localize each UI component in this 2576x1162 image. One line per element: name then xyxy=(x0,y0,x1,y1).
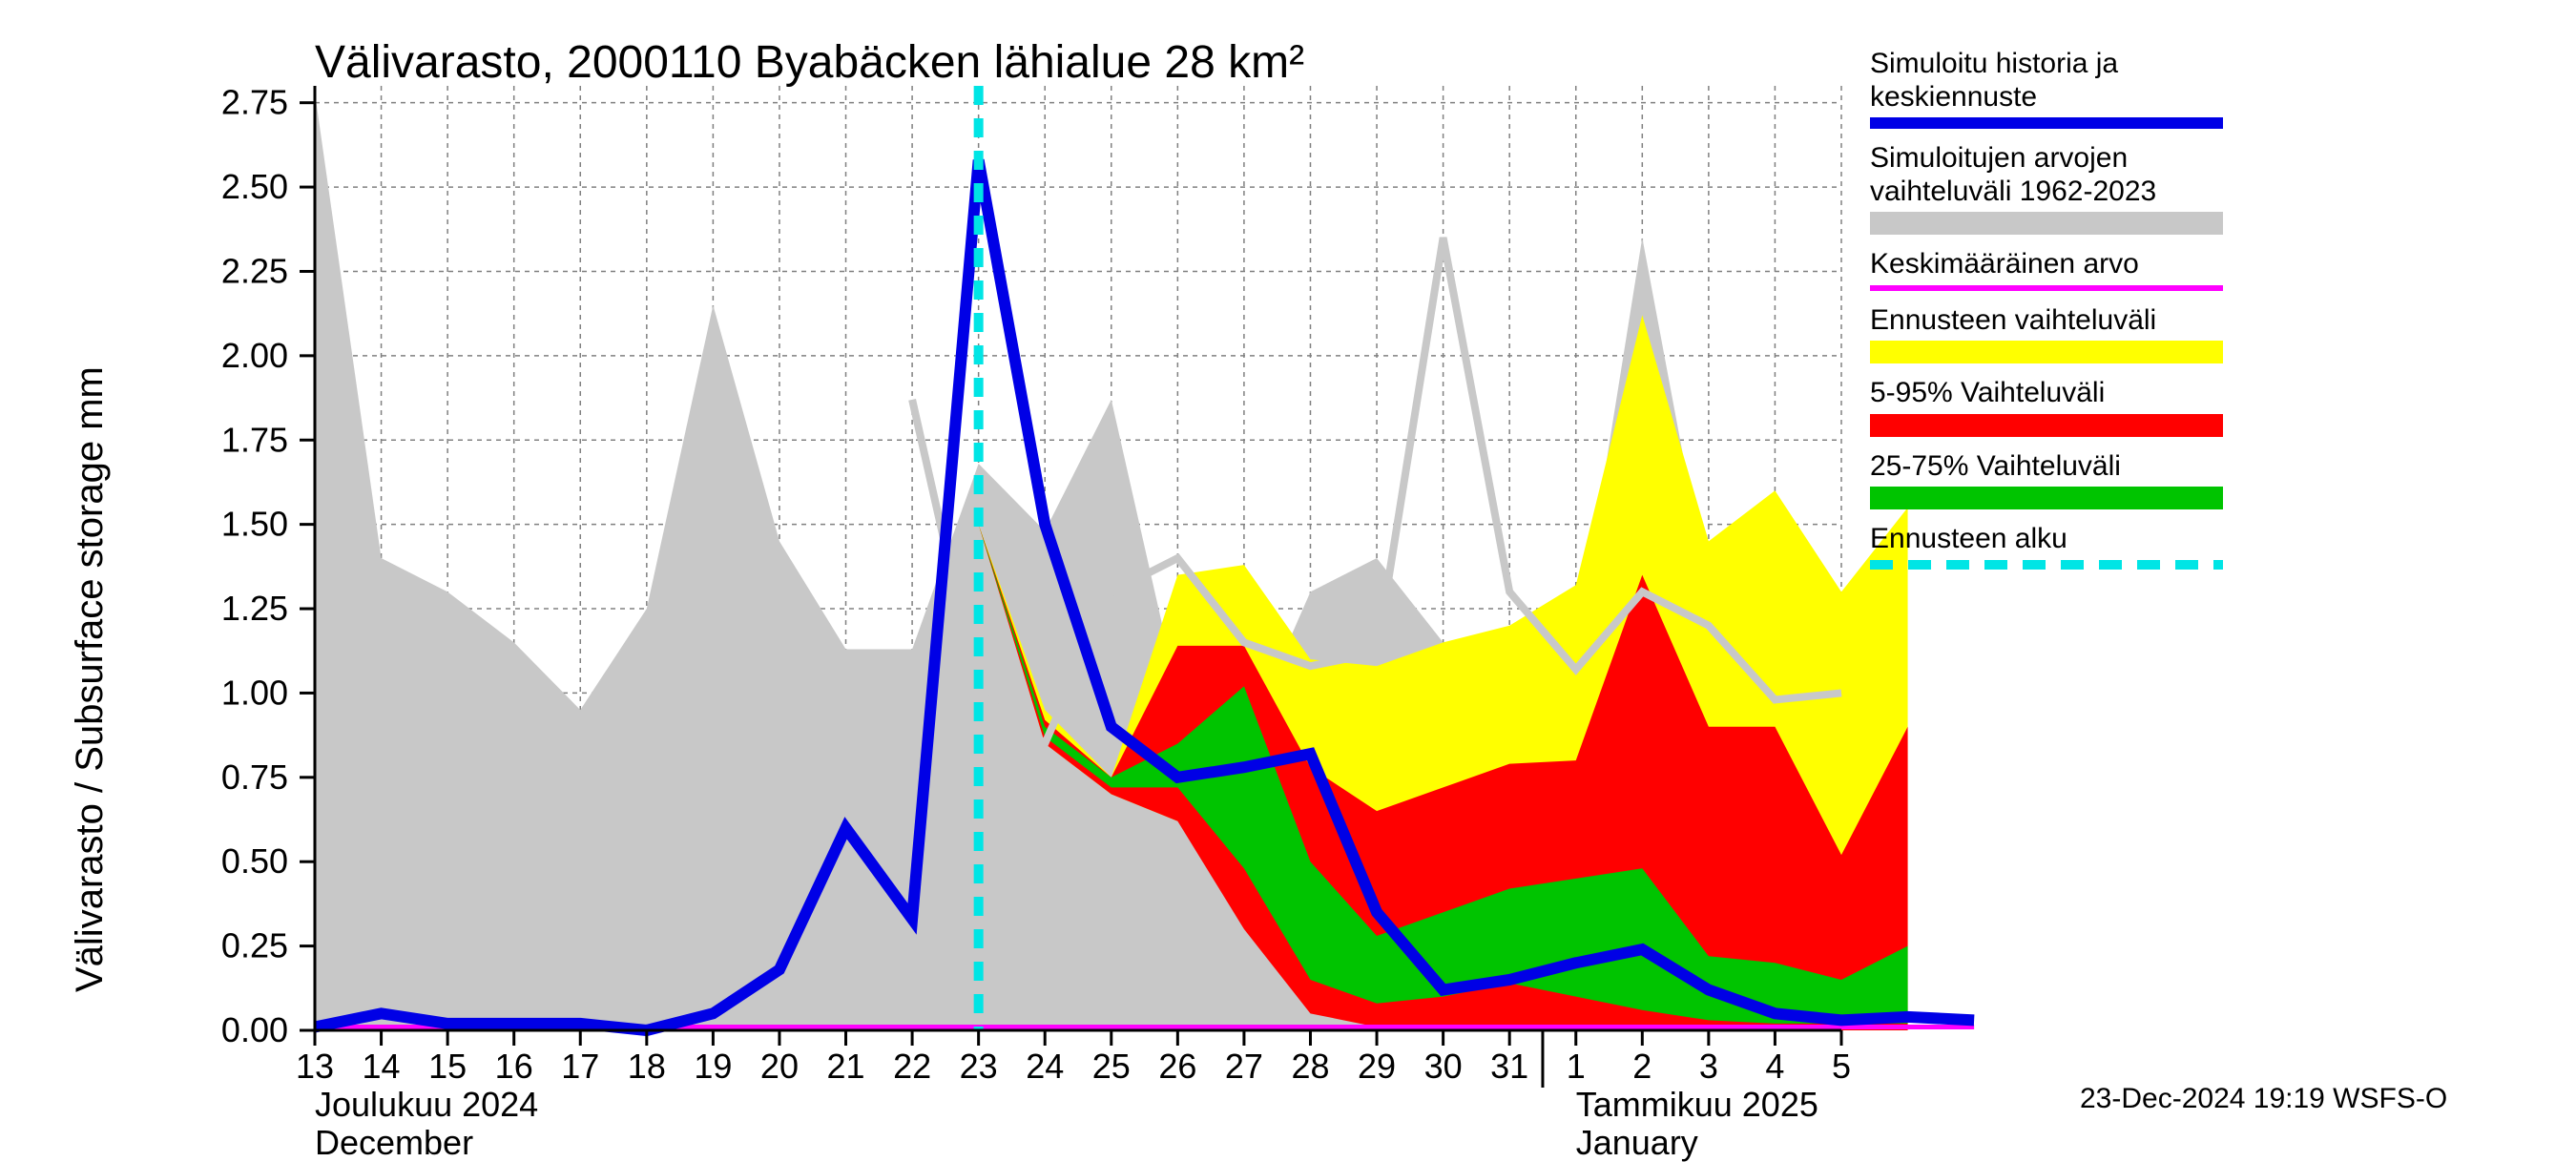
legend-swatch xyxy=(1870,560,2223,570)
legend-label: 5-95% Vaihteluväli xyxy=(1870,377,2223,410)
legend-label: Ennusteen alku xyxy=(1870,523,2223,556)
svg-text:23: 23 xyxy=(960,1047,998,1086)
svg-text:29: 29 xyxy=(1358,1047,1396,1086)
legend-swatch xyxy=(1870,285,2223,291)
svg-text:24: 24 xyxy=(1026,1047,1064,1086)
svg-text:30: 30 xyxy=(1424,1047,1463,1086)
legend-label: Keskimääräinen arvo xyxy=(1870,248,2223,281)
svg-text:20: 20 xyxy=(760,1047,799,1086)
svg-text:21: 21 xyxy=(826,1047,864,1086)
legend-swatch xyxy=(1870,414,2223,437)
svg-text:28: 28 xyxy=(1291,1047,1329,1086)
svg-text:27: 27 xyxy=(1225,1047,1263,1086)
svg-text:1.50: 1.50 xyxy=(221,505,288,544)
legend-label: Simuloitujen arvojenvaihteluväli 1962-20… xyxy=(1870,142,2223,208)
y-axis-label: Välivarasto / Subsurface storage mm xyxy=(69,366,112,992)
svg-text:0.75: 0.75 xyxy=(221,757,288,797)
svg-text:0.25: 0.25 xyxy=(221,926,288,965)
svg-text:2: 2 xyxy=(1632,1047,1652,1086)
legend-label: Simuloitu historia jakeskiennuste xyxy=(1870,48,2223,114)
svg-text:3: 3 xyxy=(1699,1047,1718,1086)
svg-text:14: 14 xyxy=(363,1047,401,1086)
legend-swatch xyxy=(1870,341,2223,363)
legend-item: 5-95% Vaihteluväli xyxy=(1870,377,2223,437)
legend-item: Ennusteen alku xyxy=(1870,523,2223,570)
x-axis-month-label: Tammikuu 2025January xyxy=(1576,1086,1818,1161)
svg-text:16: 16 xyxy=(495,1047,533,1086)
legend-item: Keskimääräinen arvo xyxy=(1870,248,2223,291)
chart-title: Välivarasto, 2000110 Byabäcken lähialue … xyxy=(315,36,1304,89)
svg-text:0.50: 0.50 xyxy=(221,841,288,881)
legend-item: Simuloitu historia jakeskiennuste xyxy=(1870,48,2223,129)
svg-text:2.50: 2.50 xyxy=(221,167,288,206)
x-axis-month-label: Joulukuu 2024December xyxy=(315,1086,538,1161)
svg-text:1.75: 1.75 xyxy=(221,420,288,459)
svg-text:18: 18 xyxy=(628,1047,666,1086)
svg-text:0.00: 0.00 xyxy=(221,1010,288,1049)
svg-text:2.75: 2.75 xyxy=(221,83,288,122)
svg-text:19: 19 xyxy=(694,1047,732,1086)
footer-timestamp: 23-Dec-2024 19:19 WSFS-O xyxy=(2080,1083,2447,1115)
svg-text:31: 31 xyxy=(1490,1047,1528,1086)
svg-text:4: 4 xyxy=(1765,1047,1784,1086)
svg-text:17: 17 xyxy=(561,1047,599,1086)
svg-text:13: 13 xyxy=(296,1047,334,1086)
legend-swatch xyxy=(1870,487,2223,509)
svg-text:26: 26 xyxy=(1158,1047,1196,1086)
svg-text:22: 22 xyxy=(893,1047,931,1086)
svg-text:2.25: 2.25 xyxy=(221,251,288,290)
svg-text:1: 1 xyxy=(1567,1047,1586,1086)
svg-text:15: 15 xyxy=(428,1047,467,1086)
chart-container: Välivarasto, 2000110 Byabäcken lähialue … xyxy=(0,0,2576,1145)
svg-text:2.00: 2.00 xyxy=(221,336,288,375)
svg-text:1.25: 1.25 xyxy=(221,589,288,628)
svg-text:5: 5 xyxy=(1832,1047,1851,1086)
svg-text:25: 25 xyxy=(1092,1047,1131,1086)
legend-label: 25-75% Vaihteluväli xyxy=(1870,450,2223,484)
legend-item: Ennusteen vaihteluväli xyxy=(1870,304,2223,364)
legend-item: 25-75% Vaihteluväli xyxy=(1870,450,2223,510)
legend-label: Ennusteen vaihteluväli xyxy=(1870,304,2223,338)
svg-text:1.00: 1.00 xyxy=(221,673,288,712)
legend-swatch xyxy=(1870,212,2223,235)
legend-item: Simuloitujen arvojenvaihteluväli 1962-20… xyxy=(1870,142,2223,235)
legend: Simuloitu historia jakeskiennuste Simuloi… xyxy=(1870,48,2223,583)
legend-swatch xyxy=(1870,117,2223,129)
